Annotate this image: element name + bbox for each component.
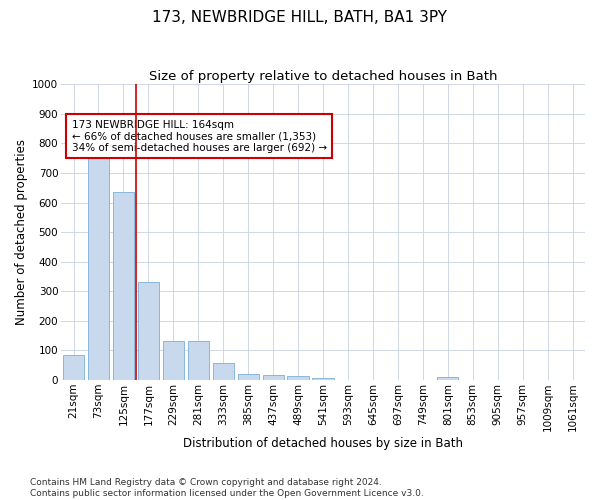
Bar <box>113 192 134 380</box>
Bar <box>238 374 259 380</box>
Bar <box>212 363 234 380</box>
Bar <box>163 341 184 380</box>
Bar <box>287 376 308 380</box>
Bar <box>263 374 284 380</box>
X-axis label: Distribution of detached houses by size in Bath: Distribution of detached houses by size … <box>183 437 463 450</box>
Text: 173, NEWBRIDGE HILL, BATH, BA1 3PY: 173, NEWBRIDGE HILL, BATH, BA1 3PY <box>152 10 448 25</box>
Text: Contains HM Land Registry data © Crown copyright and database right 2024.
Contai: Contains HM Land Registry data © Crown c… <box>30 478 424 498</box>
Y-axis label: Number of detached properties: Number of detached properties <box>15 139 28 325</box>
Bar <box>88 154 109 380</box>
Bar <box>313 378 334 380</box>
Bar <box>138 282 159 380</box>
Text: 173 NEWBRIDGE HILL: 164sqm
← 66% of detached houses are smaller (1,353)
34% of s: 173 NEWBRIDGE HILL: 164sqm ← 66% of deta… <box>71 120 326 153</box>
Title: Size of property relative to detached houses in Bath: Size of property relative to detached ho… <box>149 70 497 83</box>
Bar <box>437 377 458 380</box>
Bar <box>188 341 209 380</box>
Bar <box>63 356 84 380</box>
